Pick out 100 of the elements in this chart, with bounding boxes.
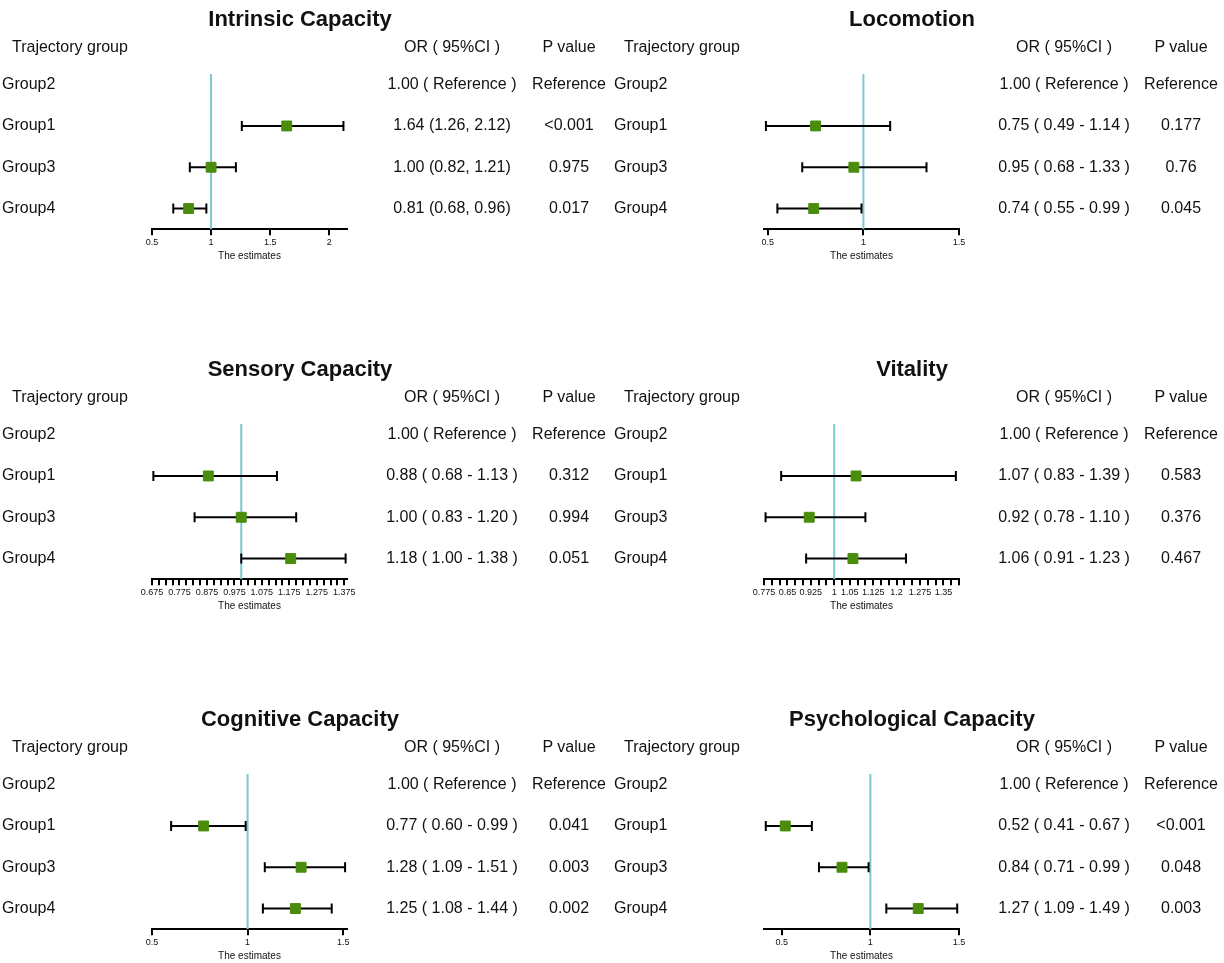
text: 0.76	[1165, 157, 1197, 175]
y-axis-title: Trajectory group	[12, 38, 128, 56]
text: Reference	[532, 425, 607, 443]
x-tick-label: 0.875	[195, 587, 219, 598]
x-tick-label: 1	[245, 937, 251, 948]
data-label: 1.27 ( 1.09 - 1.49 )	[998, 898, 1130, 916]
data-label: 1.00 ( 0.83 - 1.20 )	[386, 507, 518, 525]
x-tick-label: 0.5	[145, 937, 159, 948]
y-tick-label: Group2	[614, 775, 668, 793]
data-label: 0.84 ( 0.71 - 0.99 )	[998, 857, 1130, 875]
text: 0.051	[548, 548, 590, 566]
y-tick-label: Group4	[2, 548, 56, 566]
chart-title: Psychological Capacity	[788, 705, 1036, 733]
text: OR ( 95%CI )	[403, 38, 501, 56]
x-tick-label: 1.375	[332, 587, 356, 598]
y-tick-label: Group2	[614, 75, 668, 93]
y-axis-title: Trajectory group	[624, 738, 740, 756]
y-tick-label: Group2	[2, 75, 56, 93]
data-label: 0.88 ( 0.68 - 1.13 )	[386, 466, 518, 484]
x-tick-label: 0.925	[799, 587, 823, 598]
x-axis-title: The estimates	[830, 599, 893, 611]
text: 0.045	[1160, 198, 1202, 216]
text: OR ( 95%CI )	[1015, 38, 1113, 56]
text: 1.00 ( Reference )	[999, 425, 1129, 443]
data-label: 1.64 (1.26, 2.12)	[393, 116, 511, 134]
text: 1.00 ( Reference )	[999, 75, 1129, 93]
text: Reference	[532, 775, 607, 793]
x-tick-label: 1.275	[908, 587, 932, 598]
text: 0.003	[1160, 898, 1202, 916]
x-tick-label: 1.35	[934, 587, 953, 598]
text: 1.00 ( Reference )	[387, 75, 517, 93]
text: <0.001	[1156, 816, 1206, 834]
text: 0.177	[1160, 116, 1202, 134]
text: 0.017	[548, 198, 590, 216]
text: 0.002	[548, 898, 590, 916]
x-tick-label: 1.175	[278, 587, 301, 598]
text: Reference	[532, 75, 607, 93]
x-tick-label: 1	[831, 587, 837, 598]
y-tick-label: Group1	[2, 816, 56, 834]
data-label: 1.06 ( 0.91 - 1.23 )	[998, 548, 1130, 566]
chart-title: Vitality	[875, 355, 949, 383]
x-tick-label: 0.5	[775, 937, 788, 948]
x-axis-title: The estimates	[218, 949, 281, 961]
x-tick-label: 1.5	[952, 237, 966, 248]
y-tick-label: Group4	[614, 548, 668, 566]
text: 0.467	[1160, 548, 1202, 566]
y-tick-label: Group3	[2, 507, 56, 525]
x-tick-label: 0.85	[778, 587, 797, 598]
y-tick-label: Group1	[614, 816, 668, 834]
y-tick-label: Group1	[614, 466, 668, 484]
chart-title: Locomotion	[848, 5, 976, 33]
text: P value	[542, 738, 596, 756]
y-axis-title: Trajectory group	[624, 388, 740, 406]
text: Reference	[1144, 425, 1219, 443]
text: OR ( 95%CI )	[403, 738, 501, 756]
data-label: 0.81 (0.68, 0.96)	[393, 198, 511, 216]
x-tick-label: 1.5	[952, 937, 966, 948]
x-tick-label: 1	[867, 937, 873, 948]
text: P value	[542, 388, 596, 406]
text: 1.00 ( Reference )	[387, 425, 517, 443]
text: OR ( 95%CI )	[1015, 738, 1113, 756]
y-tick-label: Group4	[2, 898, 56, 916]
data-label: 0.52 ( 0.41 - 0.67 )	[998, 816, 1130, 834]
data-label: 1.00 (0.82, 1.21)	[393, 157, 511, 175]
x-tick-label: 0.675	[140, 587, 164, 598]
y-tick-label: Group3	[2, 857, 56, 875]
x-tick-label: 0.775	[168, 587, 191, 598]
y-tick-label: Group4	[2, 198, 56, 216]
x-tick-label: 2	[326, 237, 332, 248]
text: 1.00 ( Reference )	[387, 775, 517, 793]
y-tick-label: Group2	[2, 775, 56, 793]
x-tick-label: 1.2	[890, 587, 903, 598]
text: 0.975	[548, 157, 590, 175]
y-tick-label: Group4	[614, 898, 668, 916]
text: 1.00 ( Reference )	[999, 775, 1129, 793]
text: 0.048	[1160, 857, 1202, 875]
x-axis-title: The estimates	[218, 599, 281, 611]
data-label: 0.92 ( 0.78 - 1.10 )	[998, 507, 1130, 525]
x-tick-label: 0.975	[223, 587, 246, 598]
y-tick-label: Group3	[614, 857, 668, 875]
x-tick-label: 1.125	[861, 587, 885, 598]
text: P value	[1154, 38, 1208, 56]
text: OR ( 95%CI )	[403, 388, 501, 406]
chart-title: Intrinsic Capacity	[207, 5, 393, 33]
chart-title: Cognitive Capacity	[199, 705, 400, 733]
x-tick-label: 1.275	[305, 587, 329, 598]
y-tick-label: Group1	[614, 116, 668, 134]
x-axis-title: The estimates	[830, 249, 893, 261]
x-tick-label: 0.775	[752, 587, 776, 598]
y-axis-title: Trajectory group	[12, 388, 128, 406]
chart-title: Sensory Capacity	[206, 355, 394, 383]
text: P value	[1154, 738, 1208, 756]
text: 0.003	[548, 857, 590, 875]
x-tick-label: 1.075	[250, 587, 274, 598]
y-tick-label: Group3	[2, 157, 56, 175]
y-tick-label: Group4	[614, 198, 668, 216]
text: P value	[542, 38, 596, 56]
y-axis-title: Trajectory group	[12, 738, 128, 756]
text: OR ( 95%CI )	[1015, 388, 1113, 406]
data-label: 0.75 ( 0.49 - 1.14 )	[998, 116, 1130, 134]
